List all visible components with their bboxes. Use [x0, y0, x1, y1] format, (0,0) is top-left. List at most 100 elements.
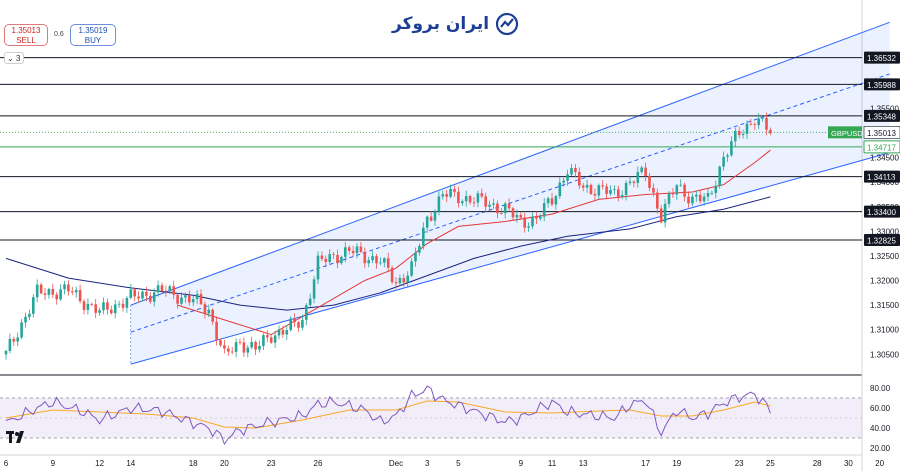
- candle-bear[interactable]: [644, 167, 647, 176]
- candle-bear[interactable]: [578, 172, 581, 186]
- candle-bull[interactable]: [570, 167, 573, 175]
- buy-button[interactable]: 1.35019 BUY: [70, 24, 116, 46]
- candle-bull[interactable]: [761, 117, 764, 119]
- candle-bull[interactable]: [554, 196, 558, 205]
- candle-bull[interactable]: [273, 335, 277, 343]
- candle-bull[interactable]: [156, 285, 160, 293]
- candle-bear[interactable]: [737, 131, 741, 136]
- candle-bear[interactable]: [402, 277, 406, 283]
- candle-bear[interactable]: [519, 214, 523, 218]
- candle-bull[interactable]: [422, 227, 425, 246]
- candle-bear[interactable]: [242, 342, 246, 353]
- candle-bull[interactable]: [679, 184, 682, 186]
- candle-bear[interactable]: [581, 185, 585, 188]
- candle-bear[interactable]: [445, 194, 448, 197]
- candle-bull[interactable]: [74, 289, 78, 293]
- candle-bull[interactable]: [527, 226, 530, 228]
- candle-bull[interactable]: [98, 310, 101, 313]
- candle-bull[interactable]: [722, 156, 725, 167]
- candle-bull[interactable]: [301, 319, 304, 328]
- candle-bear[interactable]: [172, 286, 175, 295]
- rsi-moving-average[interactable]: [5, 400, 771, 429]
- candle-bull[interactable]: [734, 131, 737, 142]
- candle-bull[interactable]: [86, 303, 90, 310]
- candle-bull[interactable]: [47, 288, 51, 295]
- candle-bull[interactable]: [613, 189, 616, 191]
- candle-bear[interactable]: [375, 256, 378, 264]
- candle-bull[interactable]: [706, 193, 710, 197]
- candle-bear[interactable]: [453, 188, 456, 192]
- candle-bull[interactable]: [367, 260, 370, 264]
- candle-bull[interactable]: [16, 337, 19, 342]
- candle-bull[interactable]: [609, 189, 612, 194]
- candle-bear[interactable]: [176, 294, 179, 304]
- candle-bull[interactable]: [542, 203, 546, 217]
- candle-bull[interactable]: [195, 293, 199, 300]
- candle-bear[interactable]: [71, 291, 74, 293]
- candle-bear[interactable]: [121, 303, 125, 308]
- candle-bear[interactable]: [82, 301, 86, 310]
- candle-bear[interactable]: [753, 124, 757, 126]
- candle-bull[interactable]: [414, 252, 417, 262]
- candle-bull[interactable]: [492, 203, 495, 205]
- candle-bull[interactable]: [355, 246, 359, 254]
- candle-bear[interactable]: [293, 318, 296, 323]
- candle-bear[interactable]: [496, 203, 499, 214]
- candle-bear[interactable]: [12, 338, 16, 342]
- candle-bull[interactable]: [437, 196, 441, 212]
- candle-bull[interactable]: [741, 133, 745, 136]
- candle-bear[interactable]: [601, 185, 604, 187]
- candle-bear[interactable]: [511, 208, 515, 218]
- candle-bear[interactable]: [769, 129, 772, 134]
- candle-bear[interactable]: [90, 303, 94, 305]
- candle-bear[interactable]: [215, 321, 218, 341]
- candle-bull[interactable]: [383, 258, 386, 263]
- candle-bear[interactable]: [394, 282, 398, 284]
- candle-bear[interactable]: [110, 309, 113, 314]
- candle-bear[interactable]: [500, 213, 503, 214]
- candle-bear[interactable]: [507, 203, 511, 209]
- candle-bull[interactable]: [371, 256, 374, 261]
- candle-bull[interactable]: [308, 298, 312, 306]
- candle-bull[interactable]: [531, 216, 534, 227]
- candle-bear[interactable]: [199, 293, 203, 305]
- candle-bear[interactable]: [281, 329, 285, 335]
- candle-bear[interactable]: [211, 309, 214, 322]
- candle-bear[interactable]: [468, 196, 472, 203]
- channel-lower-line[interactable]: [130, 152, 890, 365]
- candle-bear[interactable]: [39, 284, 43, 294]
- candle-bear[interactable]: [390, 267, 394, 283]
- candle-bull[interactable]: [168, 286, 172, 292]
- candle-bull[interactable]: [32, 297, 35, 314]
- candle-bull[interactable]: [250, 341, 253, 348]
- candle-bull[interactable]: [597, 185, 601, 196]
- candle-bull[interactable]: [663, 203, 667, 223]
- candle-bull[interactable]: [340, 256, 343, 264]
- candle-bear[interactable]: [698, 194, 702, 202]
- candle-bull[interactable]: [63, 284, 66, 290]
- candle-bull[interactable]: [714, 185, 718, 193]
- candle-bull[interactable]: [640, 167, 643, 173]
- candle-bear[interactable]: [351, 250, 355, 254]
- candle-bull[interactable]: [102, 302, 105, 311]
- candle-bear[interactable]: [687, 196, 690, 204]
- candle-bear[interactable]: [652, 187, 655, 193]
- candle-bull[interactable]: [125, 297, 129, 308]
- candle-bear[interactable]: [160, 285, 164, 291]
- candle-bull[interactable]: [515, 214, 519, 218]
- candle-bull[interactable]: [620, 195, 624, 197]
- candle-bull[interactable]: [113, 304, 117, 314]
- candle-bull[interactable]: [141, 291, 144, 299]
- candle-bull[interactable]: [585, 184, 589, 188]
- candle-bull[interactable]: [675, 185, 679, 195]
- candle-bull[interactable]: [316, 255, 320, 280]
- interval-selector[interactable]: ⌄ 3: [4, 52, 24, 64]
- candle-bear[interactable]: [683, 184, 686, 197]
- candle-bear[interactable]: [133, 289, 136, 297]
- candle-bull[interactable]: [152, 292, 156, 302]
- candle-bull[interactable]: [433, 211, 437, 221]
- candle-bear[interactable]: [632, 181, 636, 183]
- candle-bull[interactable]: [710, 192, 714, 194]
